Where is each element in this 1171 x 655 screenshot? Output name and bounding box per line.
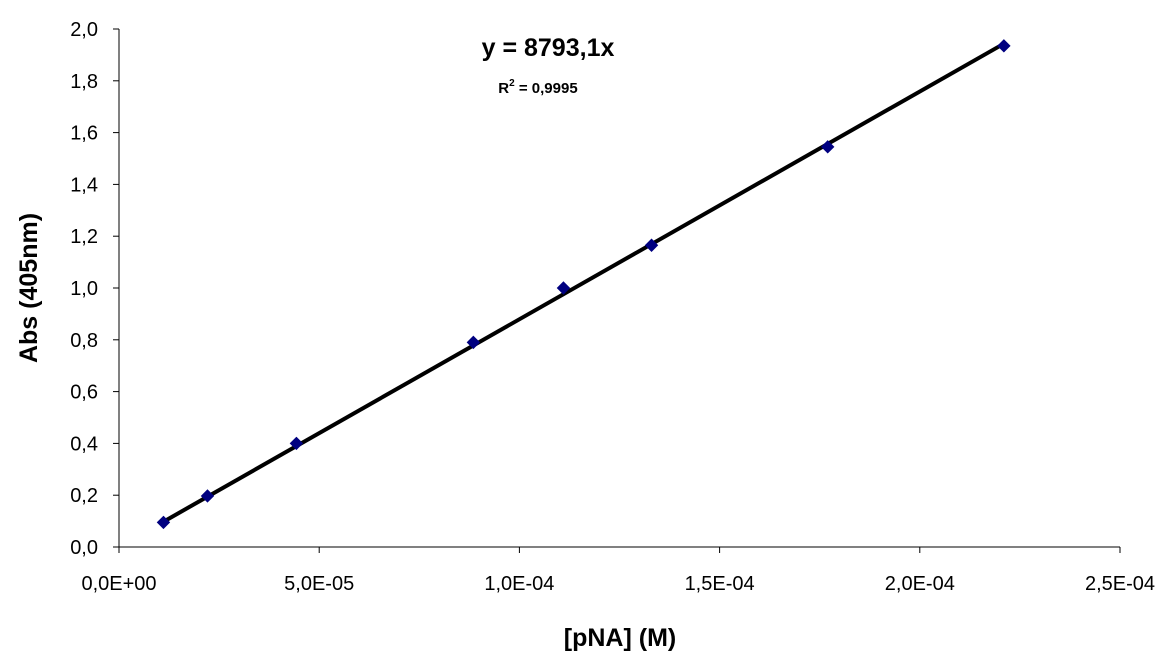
y-tick-label: 1,2 xyxy=(70,226,98,248)
r-squared-superscript: 2 xyxy=(509,78,515,89)
x-tick-label: 5,0E-05 xyxy=(284,573,354,595)
data-point xyxy=(821,140,835,154)
x-tick-label: 0,0E+00 xyxy=(81,573,156,595)
y-tick-label: 0,8 xyxy=(70,330,98,352)
x-tick-label: 2,0E-04 xyxy=(885,573,955,595)
y-tick-label: 1,6 xyxy=(70,123,98,145)
y-tick-label: 2,0 xyxy=(70,19,98,41)
data-point xyxy=(289,436,304,451)
y-axis-title: Abs (405nm) xyxy=(15,213,43,363)
y-tick-label: 0,0 xyxy=(70,537,98,559)
data-point xyxy=(644,238,659,252)
y-tick-label: 1,4 xyxy=(70,174,98,196)
data-point xyxy=(466,335,481,350)
axes xyxy=(118,29,1120,548)
data-point xyxy=(200,489,215,503)
x-axis-title: [pNA] (M) xyxy=(564,624,676,652)
trendline-layer xyxy=(162,41,1005,524)
r-squared-prefix: R xyxy=(498,80,509,97)
x-tick-label: 1,5E-04 xyxy=(685,573,755,595)
data-point xyxy=(997,39,1011,53)
x-tick-label: 2,5E-04 xyxy=(1085,573,1155,595)
x-tick-label: 1,0E-04 xyxy=(484,573,554,595)
y-tick-label: 1,8 xyxy=(70,71,98,93)
data-point xyxy=(556,281,571,295)
y-tick-label: 0,6 xyxy=(70,382,98,404)
x-axis-ticks: 0,0E+00 5,0E-05 1,0E-04 1,5E-04 2,0E-04 2,5E-… xyxy=(81,547,1155,595)
r-squared-label: R2 = 0,9995 xyxy=(498,78,577,97)
data-point xyxy=(156,515,171,530)
y-tick-label: 1,0 xyxy=(70,278,98,300)
r-squared-value: = 0,9995 xyxy=(515,80,578,97)
trendline-equation: y = 8793,1x xyxy=(482,34,615,62)
y-tick-label: 0,4 xyxy=(70,433,98,455)
data-points-layer xyxy=(156,39,1011,530)
y-tick-label: 0,2 xyxy=(70,485,98,507)
trendline xyxy=(162,41,1005,524)
y-axis-ticks: 0,0 0,2 0,4 0,6 0,8 1,0 1,2 1,4 1,6 1,8 2,0 xyxy=(70,19,119,559)
